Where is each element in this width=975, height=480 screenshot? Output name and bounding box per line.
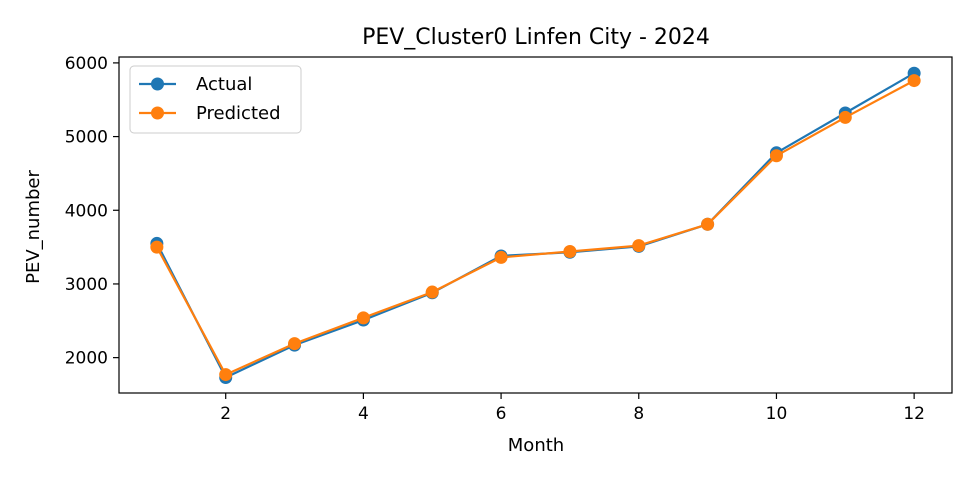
legend-marker-actual (151, 77, 164, 91)
data-point-predicted (701, 217, 715, 231)
data-point-predicted (494, 250, 508, 264)
x-tick-label: 8 (633, 404, 644, 424)
plot-area: 2 4 6 8 10 12 2000 3000 4000 5000 6000 Actual Predic… (65, 54, 953, 424)
data-point-predicted (838, 110, 852, 124)
x-tick-label: 2 (220, 404, 231, 424)
data-point-predicted (150, 240, 164, 254)
x-axis-label: Month (508, 435, 564, 456)
data-point-predicted (288, 337, 302, 351)
y-tick-label: 5000 (65, 128, 108, 148)
legend: Actual Predicted (129, 65, 302, 134)
y-tick-label: 6000 (65, 54, 108, 74)
legend-label-predicted: Predicted (196, 103, 281, 124)
y-axis-label: PEV_number (23, 170, 44, 284)
legend-box (129, 65, 302, 134)
data-point-predicted (219, 368, 233, 382)
x-tick-label: 12 (903, 404, 925, 424)
data-point-predicted (356, 311, 370, 325)
axes-frame (118, 56, 953, 394)
data-point-predicted (425, 285, 439, 299)
y-tick-label: 4000 (65, 201, 108, 221)
chart-title: PEV_Cluster0 Linfen City - 2024 (362, 25, 710, 50)
x-tick-label: 10 (766, 404, 788, 424)
data-point-predicted (563, 245, 577, 259)
y-tick-label: 2000 (65, 349, 108, 369)
data-point-predicted (769, 149, 783, 163)
x-tick-label: 4 (358, 404, 369, 424)
data-point-predicted (632, 239, 646, 253)
x-tick-label: 6 (496, 404, 507, 424)
series-line-predicted (155, 79, 915, 376)
data-point-predicted (907, 74, 921, 88)
legend-label-actual: Actual (196, 74, 252, 95)
legend-marker-predicted (151, 106, 164, 120)
y-tick-label: 3000 (65, 275, 108, 295)
